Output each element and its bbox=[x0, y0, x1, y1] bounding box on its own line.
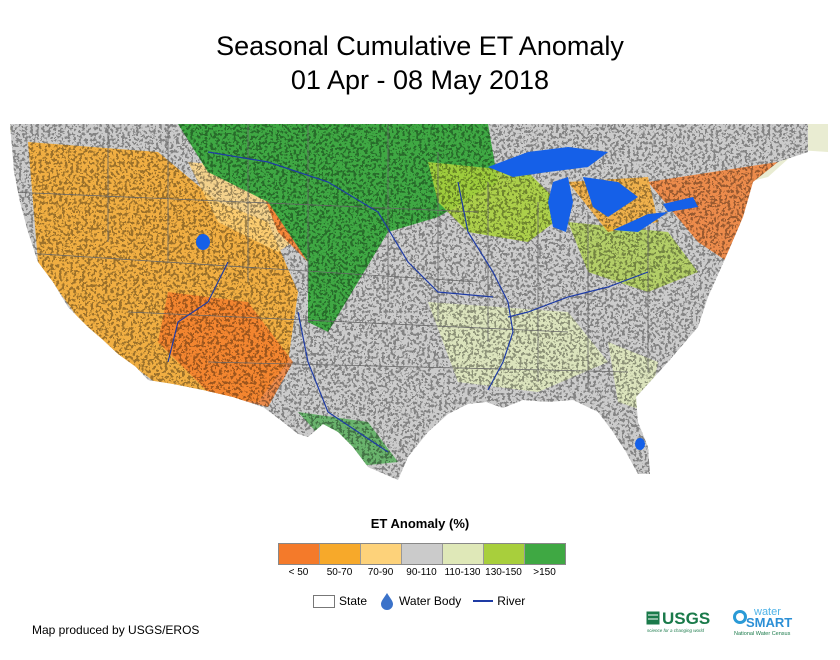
usgs-tagline: science for a changing world bbox=[647, 628, 705, 633]
legend-swatch-70-90 bbox=[361, 544, 402, 564]
legend-label: 110-130 bbox=[444, 567, 481, 578]
water-logo-text: water bbox=[753, 606, 781, 618]
state-key-icon bbox=[313, 594, 335, 608]
census-text: National Water Census bbox=[734, 631, 791, 637]
usgs-logo-text: USGS bbox=[662, 609, 710, 628]
legend-label: 90-110 bbox=[406, 567, 437, 578]
state-key-label: State bbox=[339, 594, 368, 608]
legend-swatches bbox=[278, 543, 566, 565]
legend-swatch-gt150 bbox=[525, 544, 565, 564]
ohio-river bbox=[507, 271, 649, 318]
legend-label: 130-150 bbox=[485, 567, 522, 578]
rio-grande bbox=[297, 311, 389, 453]
map-key: State Water Body River bbox=[313, 592, 525, 610]
et-anomaly-map bbox=[8, 122, 838, 482]
river-line-icon bbox=[473, 600, 494, 602]
lake-superior bbox=[488, 147, 608, 177]
lake-ontario bbox=[663, 197, 698, 212]
logos: USGS science for a changing world water … bbox=[645, 603, 816, 637]
great-salt-lake bbox=[196, 234, 210, 250]
lake-michigan bbox=[548, 177, 573, 232]
legend-title: ET Anomaly (%) bbox=[370, 516, 470, 531]
usgs-watersmart-logo: USGS science for a changing world water … bbox=[645, 606, 792, 637]
lake-huron bbox=[583, 177, 638, 217]
legend-label: < 50 bbox=[288, 567, 309, 578]
legend-swatch-90-110 bbox=[402, 544, 443, 564]
smart-logo-text: SMART bbox=[746, 615, 792, 630]
colorado-river bbox=[167, 261, 229, 363]
legend-swatch-50-70 bbox=[320, 544, 361, 564]
lake-erie bbox=[613, 212, 668, 232]
water-drop-icon bbox=[381, 593, 394, 610]
mississippi-river bbox=[457, 181, 514, 391]
map-subtitle: 01 Apr - 08 May 2018 bbox=[290, 65, 550, 95]
legend-label: 50-70 bbox=[326, 567, 353, 578]
river-key-label: River bbox=[497, 594, 526, 608]
map-title: Seasonal Cumulative ET Anomaly bbox=[216, 31, 624, 61]
lake-okeechobee bbox=[635, 438, 645, 450]
credit-text: Map produced by USGS/EROS bbox=[32, 623, 200, 637]
legend-swatch-110-130 bbox=[443, 544, 484, 564]
water-body-key-label: Water Body bbox=[399, 594, 462, 608]
legend-label: >150 bbox=[533, 567, 556, 578]
legend-swatch-lt50 bbox=[279, 544, 320, 564]
legend-label: 70-90 bbox=[367, 567, 394, 578]
missouri-river bbox=[207, 151, 494, 298]
legend-labels: < 50 50-70 70-90 90-110 110-130 130-150 … bbox=[278, 567, 565, 578]
legend-swatch-130-150 bbox=[484, 544, 525, 564]
